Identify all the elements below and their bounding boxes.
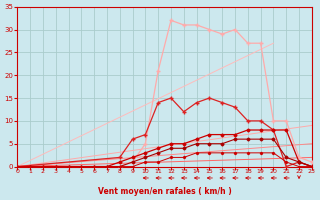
X-axis label: Vent moyen/en rafales ( km/h ): Vent moyen/en rafales ( km/h )	[98, 187, 231, 196]
